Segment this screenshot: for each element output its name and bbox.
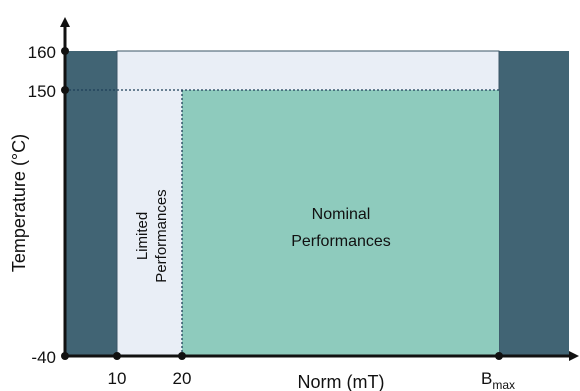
limited-label-line1: Limited <box>134 212 151 260</box>
x-axis-label: Norm (mT) <box>298 372 385 391</box>
tick-dot-10 <box>113 352 121 360</box>
x-tick-bmax-base: B <box>481 369 492 388</box>
y-tick-minus-40: -40 <box>31 348 56 367</box>
y-axis-label: Temperature (°C) <box>9 134 29 272</box>
nominal-label-line2: Performances <box>291 233 391 250</box>
x-tick-10: 10 <box>108 369 127 388</box>
tick-dot-origin <box>61 352 69 360</box>
y-tick-150: 150 <box>28 82 56 101</box>
tick-dot-20 <box>178 352 186 360</box>
x-tick-20: 20 <box>173 369 192 388</box>
x-tick-bmax-subscript: max <box>492 378 515 391</box>
tick-dot-bmax <box>495 352 503 360</box>
y-tick-160: 160 <box>28 43 56 62</box>
x-tick-bmax: Bmax <box>481 369 515 391</box>
nominal-label-line1: Nominal <box>312 206 371 223</box>
tick-dot-150 <box>61 86 69 94</box>
tick-dot-160 <box>61 47 69 55</box>
limited-label-line2: Performances <box>153 189 170 282</box>
nominal-performance-region <box>182 90 499 356</box>
